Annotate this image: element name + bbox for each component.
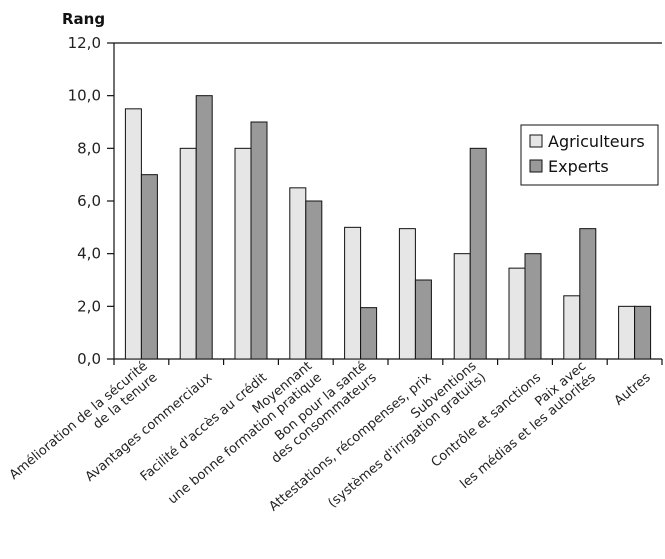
y-tick-label: 10,0	[68, 87, 101, 105]
bar-agriculteurs-2	[179, 147, 197, 360]
bar-experts-2	[195, 95, 213, 360]
bar-agriculteurs-9	[563, 295, 581, 360]
legend-box	[520, 124, 659, 186]
bar-agriculteurs-3	[234, 147, 252, 360]
legend-swatch-agriculteurs	[529, 134, 543, 148]
bar-agriculteurs-4	[289, 187, 307, 360]
y-tick-label: 4,0	[77, 245, 101, 263]
bar-experts-8	[524, 253, 542, 360]
y-tick-label: 2,0	[77, 297, 101, 315]
bar-experts-4	[305, 200, 323, 360]
y-axis-label: Rang	[62, 10, 105, 28]
bar-experts-1	[140, 174, 158, 360]
y-tick-label: 0,0	[77, 350, 101, 368]
x-axis-labels: Amélioration de la sécuritéde la tenureA…	[7, 359, 654, 515]
y-tick-label: 12,0	[68, 34, 101, 52]
bar-experts-9	[579, 228, 597, 360]
legend: Agriculteurs Experts	[520, 124, 659, 186]
bar-agriculteurs-5	[344, 226, 362, 360]
legend-swatch-experts	[529, 159, 543, 173]
bar-experts-7	[469, 147, 487, 360]
bar-experts-3	[250, 121, 268, 360]
bar-agriculteurs-7	[453, 253, 471, 360]
bar-experts-10	[634, 305, 652, 360]
bars	[113, 95, 663, 365]
bar-experts-5	[360, 307, 378, 360]
bar-experts-6	[414, 279, 432, 360]
bar-agriculteurs-6	[398, 228, 416, 360]
bar-agriculteurs-10	[618, 305, 636, 360]
bar-agriculteurs-8	[508, 267, 526, 360]
y-tick-label: 8,0	[77, 139, 101, 157]
y-tick-label: 6,0	[77, 192, 101, 210]
legend-label-experts: Experts	[548, 157, 609, 176]
bar-agriculteurs-1	[124, 108, 142, 360]
legend-label-agriculteurs: Agriculteurs	[548, 132, 645, 151]
x-category-label: Autres	[612, 370, 654, 409]
